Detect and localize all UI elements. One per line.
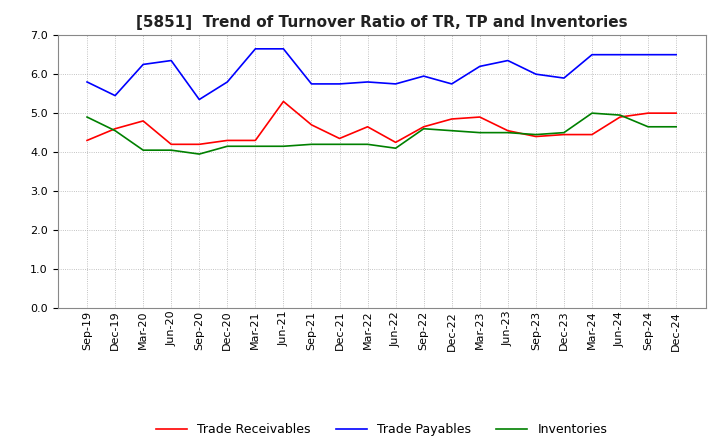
Trade Receivables — [672, 110, 680, 116]
Inventories — [475, 130, 484, 135]
Trade Payables — [447, 81, 456, 87]
Trade Payables — [391, 81, 400, 87]
Line: Trade Payables: Trade Payables — [87, 49, 676, 99]
Inventories — [419, 126, 428, 132]
Trade Receivables — [616, 114, 624, 120]
Legend: Trade Receivables, Trade Payables, Inventories: Trade Receivables, Trade Payables, Inven… — [151, 418, 612, 440]
Inventories — [503, 130, 512, 135]
Trade Payables — [644, 52, 652, 57]
Trade Receivables — [364, 124, 372, 129]
Trade Payables — [588, 52, 596, 57]
Trade Receivables — [391, 140, 400, 145]
Line: Trade Receivables: Trade Receivables — [87, 102, 676, 144]
Trade Payables — [307, 81, 316, 87]
Trade Receivables — [279, 99, 288, 104]
Inventories — [195, 151, 204, 157]
Trade Receivables — [336, 136, 344, 141]
Inventories — [83, 114, 91, 120]
Inventories — [336, 142, 344, 147]
Inventories — [531, 132, 540, 137]
Trade Payables — [279, 46, 288, 51]
Trade Receivables — [307, 122, 316, 128]
Trade Receivables — [195, 142, 204, 147]
Trade Payables — [616, 52, 624, 57]
Trade Payables — [195, 97, 204, 102]
Trade Receivables — [644, 110, 652, 116]
Inventories — [391, 146, 400, 151]
Trade Payables — [251, 46, 260, 51]
Trade Payables — [503, 58, 512, 63]
Trade Payables — [531, 72, 540, 77]
Trade Payables — [672, 52, 680, 57]
Inventories — [447, 128, 456, 133]
Inventories — [223, 143, 232, 149]
Inventories — [364, 142, 372, 147]
Trade Receivables — [419, 124, 428, 129]
Trade Receivables — [251, 138, 260, 143]
Inventories — [167, 147, 176, 153]
Line: Inventories: Inventories — [87, 113, 676, 154]
Inventories — [111, 128, 120, 133]
Trade Payables — [336, 81, 344, 87]
Trade Payables — [83, 79, 91, 84]
Trade Receivables — [447, 116, 456, 121]
Trade Receivables — [223, 138, 232, 143]
Trade Payables — [419, 73, 428, 79]
Trade Payables — [559, 75, 568, 81]
Trade Receivables — [559, 132, 568, 137]
Trade Receivables — [111, 126, 120, 132]
Trade Receivables — [167, 142, 176, 147]
Trade Payables — [364, 79, 372, 84]
Trade Receivables — [531, 134, 540, 139]
Inventories — [559, 130, 568, 135]
Trade Payables — [223, 79, 232, 84]
Trade Payables — [139, 62, 148, 67]
Trade Receivables — [588, 132, 596, 137]
Inventories — [279, 143, 288, 149]
Trade Payables — [475, 64, 484, 69]
Trade Payables — [111, 93, 120, 98]
Inventories — [616, 113, 624, 118]
Inventories — [251, 143, 260, 149]
Inventories — [644, 124, 652, 129]
Trade Receivables — [83, 138, 91, 143]
Inventories — [139, 147, 148, 153]
Title: [5851]  Trend of Turnover Ratio of TR, TP and Inventories: [5851] Trend of Turnover Ratio of TR, TP… — [136, 15, 627, 30]
Trade Receivables — [503, 128, 512, 133]
Inventories — [588, 110, 596, 116]
Trade Receivables — [475, 114, 484, 120]
Inventories — [672, 124, 680, 129]
Inventories — [307, 142, 316, 147]
Trade Receivables — [139, 118, 148, 124]
Trade Payables — [167, 58, 176, 63]
